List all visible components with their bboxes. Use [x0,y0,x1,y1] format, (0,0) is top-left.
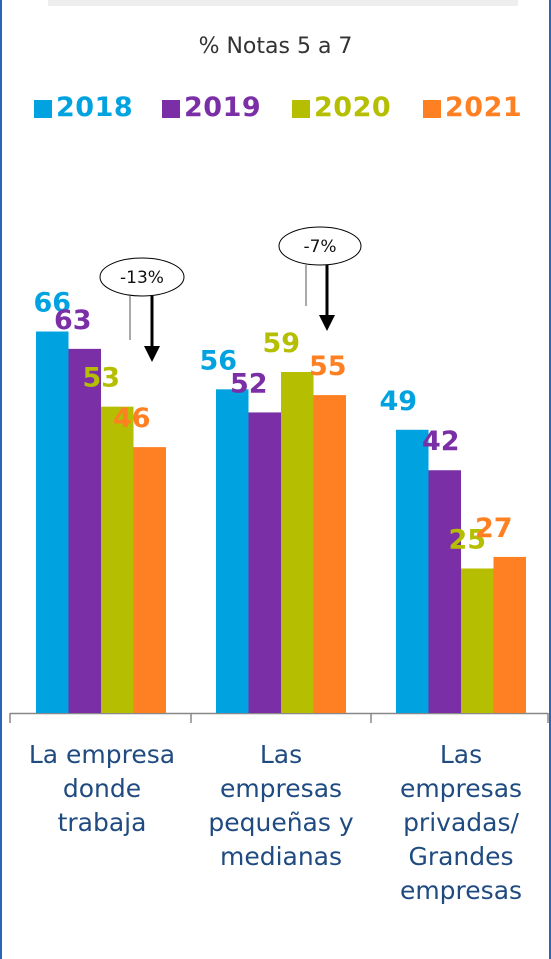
value-label-2019-cat0: 63 [54,305,92,336]
bar-2021-cat0 [133,447,166,713]
bar-2018-cat2 [396,429,429,713]
legend-label-2018: 2018 [56,92,134,123]
bar-2020-cat2 [461,568,494,713]
bar-2018-cat1 [216,389,249,713]
annotation-text: -7% [303,237,336,257]
annotation-bubble [99,257,185,297]
value-label-2018-cat1: 56 [199,345,237,376]
annotation-arrow-head [144,346,160,362]
legend-label-2019: 2019 [184,92,262,123]
value-label-2020-cat0: 53 [82,363,120,394]
value-label-2018-cat2: 49 [379,386,417,417]
bar-2020-cat0 [101,406,134,713]
bar-2021-cat1 [313,395,346,713]
top-banner-bar [48,0,518,6]
legend-label-2020: 2020 [314,92,392,123]
bar-2019-cat1 [248,412,281,713]
value-label-2019-cat1: 52 [230,368,268,399]
value-label-2021-cat0: 46 [113,403,151,434]
annotation-arrow-head [319,315,335,331]
legend-swatch-2021 [423,100,441,118]
value-label-2018-cat0: 66 [33,288,71,319]
category-label-0: La empresa donde trabaja [28,740,176,837]
value-label-2020-cat1: 59 [262,328,300,359]
annotation-text: -13% [120,268,164,288]
bar-2019-cat2 [428,470,461,713]
bar-2018-cat0 [36,331,69,713]
value-label-2020-cat2: 25 [448,525,486,556]
category-label-2: Las empresas privadas/ Grandes empresas [399,740,523,905]
value-label-2021-cat1: 55 [309,351,347,382]
legend-swatch-2018 [34,100,52,118]
bar-2019-cat0 [68,348,101,713]
bar-2020-cat1 [281,371,314,713]
legend-swatch-2019 [162,100,180,118]
legend-swatch-2020 [292,100,310,118]
category-label-1: Las empresas pequeñas y medianas [208,740,354,871]
value-label-2021-cat2: 27 [475,513,513,544]
legend-label-2021: 2021 [445,92,523,123]
chart-subtitle: % Notas 5 a 7 [198,34,353,59]
bar-2021-cat2 [493,556,526,713]
value-label-2019-cat2: 42 [422,426,460,457]
annotation-bubble [278,226,362,266]
